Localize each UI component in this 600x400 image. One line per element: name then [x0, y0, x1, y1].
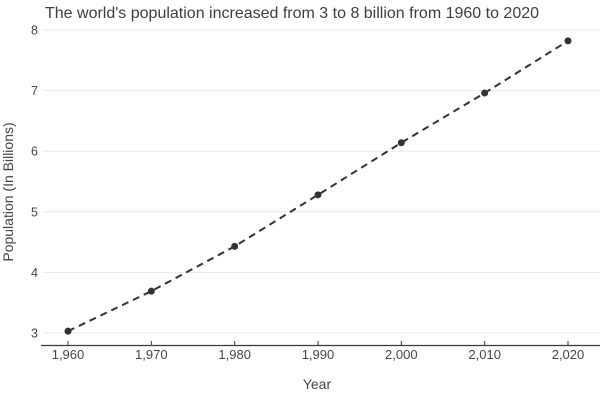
x-tick-label: 2,020 — [552, 347, 585, 362]
data-point — [397, 139, 405, 147]
data-point — [481, 89, 489, 97]
data-point — [147, 287, 155, 295]
x-axis: 1,960 1,970 1,980 1,990 2,000 2,010 2,020 — [41, 341, 600, 362]
y-tick-label: 8 — [31, 24, 38, 38]
y-tick-labels: 3 4 5 6 7 8 — [31, 24, 38, 341]
x-tick-label: 1,980 — [218, 347, 251, 362]
population-series — [64, 37, 572, 335]
x-tick-label: 2,000 — [385, 347, 418, 362]
data-point — [314, 191, 322, 199]
data-point — [231, 242, 239, 250]
data-point — [564, 37, 572, 45]
series-line — [67, 40, 569, 333]
y-tick-label: 5 — [31, 205, 38, 219]
y-tick-label: 4 — [31, 266, 38, 280]
data-point — [64, 327, 72, 335]
x-axis-label: Year — [303, 376, 332, 392]
x-tick-label: 1,990 — [302, 347, 335, 362]
x-tick-label: 1,970 — [135, 347, 168, 362]
y-axis-label: Population (In Billions) — [0, 122, 16, 261]
x-tick-label: 1,960 — [52, 347, 85, 362]
y-tick-label: 6 — [31, 145, 38, 159]
chart-title: The world's population increased from 3 … — [45, 5, 540, 22]
gridlines — [43, 29, 600, 334]
x-tick-label: 2,010 — [468, 347, 501, 362]
y-tick-label: 3 — [31, 327, 38, 341]
y-tick-label: 7 — [31, 84, 38, 98]
